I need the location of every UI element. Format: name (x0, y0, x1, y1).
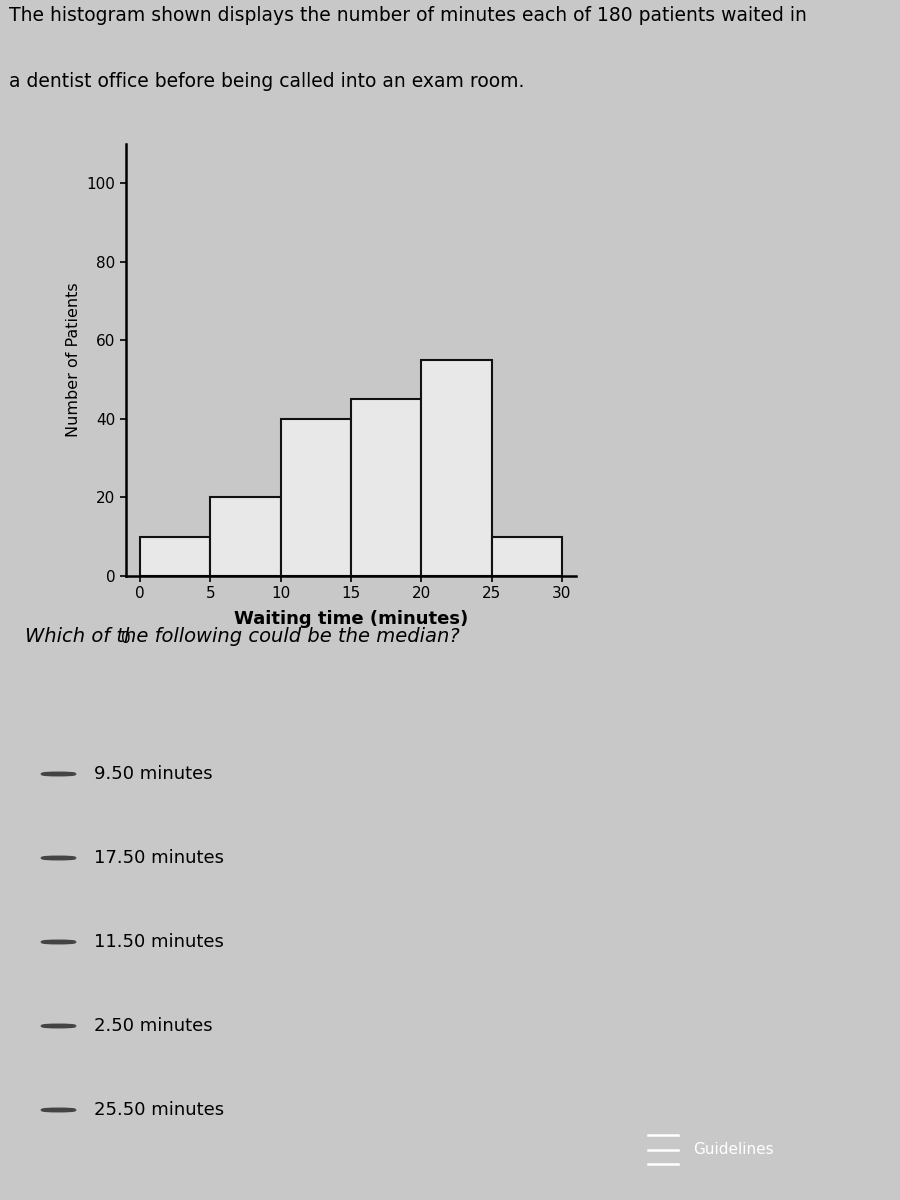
Circle shape (42, 857, 75, 859)
Text: 17.50 minutes: 17.50 minutes (94, 850, 224, 866)
Circle shape (42, 941, 75, 943)
Circle shape (42, 1109, 75, 1111)
Bar (211, 498, 281, 576)
Text: a dentist office before being called into an exam room.: a dentist office before being called int… (9, 72, 525, 91)
Text: 2.50 minutes: 2.50 minutes (94, 1018, 213, 1034)
Y-axis label: Number of Patients: Number of Patients (67, 283, 81, 437)
Bar (140, 536, 211, 576)
Text: Guidelines: Guidelines (693, 1142, 774, 1157)
Text: 9.50 minutes: 9.50 minutes (94, 766, 213, 784)
Bar (491, 536, 562, 576)
Bar (421, 360, 491, 576)
Circle shape (42, 773, 75, 775)
Text: 11.50 minutes: 11.50 minutes (94, 934, 224, 950)
Bar (281, 419, 351, 576)
Bar (351, 400, 421, 576)
Text: Which of the following could be the median?: Which of the following could be the medi… (25, 626, 460, 646)
Text: 0: 0 (122, 631, 130, 646)
Text: The histogram shown displays the number of minutes each of 180 patients waited i: The histogram shown displays the number … (9, 6, 807, 25)
Text: 25.50 minutes: 25.50 minutes (94, 1102, 225, 1118)
Circle shape (42, 1025, 75, 1027)
X-axis label: Waiting time (minutes): Waiting time (minutes) (234, 610, 468, 628)
